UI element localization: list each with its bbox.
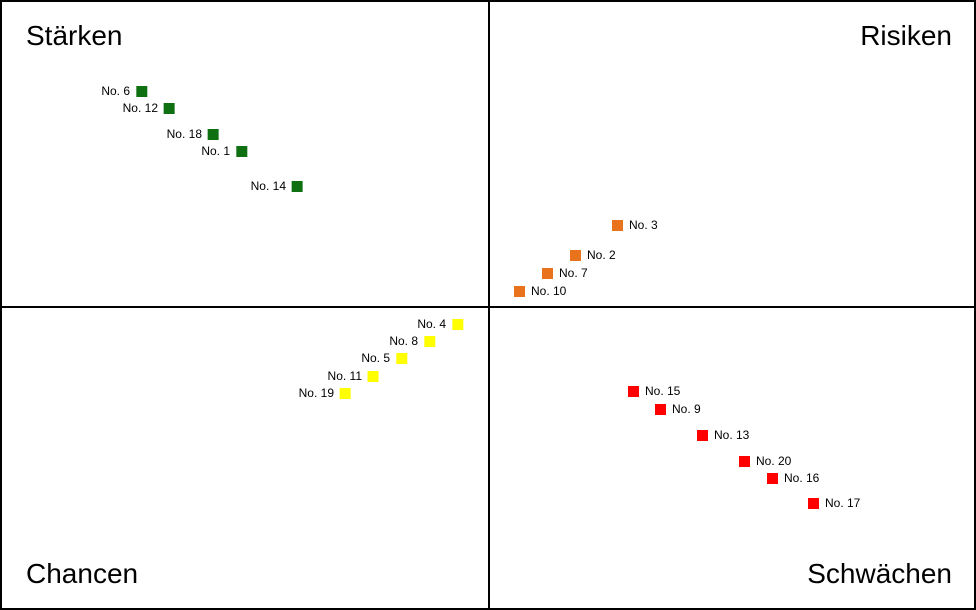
vertical-axis-divider xyxy=(488,2,490,608)
data-point-label: No. 11 xyxy=(327,369,362,383)
data-point[interactable]: No. 13 xyxy=(697,429,749,441)
data-point-marker-icon xyxy=(292,180,303,192)
data-point[interactable]: No. 18 xyxy=(167,128,219,140)
data-point-marker-icon xyxy=(570,249,581,261)
data-point-marker-icon xyxy=(655,403,666,415)
data-point-marker-icon xyxy=(739,455,750,467)
data-point-label: No. 1 xyxy=(201,144,230,158)
data-point-marker-icon xyxy=(452,318,463,330)
data-point-marker-icon xyxy=(697,429,708,441)
data-point-label: No. 3 xyxy=(629,218,658,232)
data-point-marker-icon xyxy=(767,472,778,484)
data-point-marker-icon xyxy=(164,102,175,114)
data-point[interactable]: No. 4 xyxy=(417,318,463,330)
data-point[interactable]: No. 15 xyxy=(628,385,680,397)
quadrant-label-chancen: Chancen xyxy=(26,558,139,589)
data-point-label: No. 20 xyxy=(756,454,792,468)
data-point-marker-icon xyxy=(514,285,525,297)
data-point[interactable]: No. 8 xyxy=(389,335,435,347)
data-point[interactable]: No. 10 xyxy=(514,285,566,297)
data-point-marker-icon xyxy=(542,267,553,279)
horizontal-axis-divider xyxy=(2,306,974,308)
data-point-label: No. 7 xyxy=(559,266,588,280)
data-point-label: No. 17 xyxy=(825,496,861,510)
quadrant-label-risiken: Risiken xyxy=(860,20,952,51)
data-point-marker-icon xyxy=(396,352,407,364)
data-point[interactable]: No. 14 xyxy=(251,180,303,192)
data-point-marker-icon xyxy=(340,387,351,399)
data-point[interactable]: No. 12 xyxy=(123,102,175,114)
data-point[interactable]: No. 1 xyxy=(201,145,247,157)
data-point-label: No. 9 xyxy=(672,402,701,416)
data-point-label: No. 5 xyxy=(361,351,390,365)
quadrant-label-staerken: Stärken xyxy=(26,20,123,51)
data-point-label: No. 2 xyxy=(587,248,616,262)
data-point-label: No. 12 xyxy=(122,101,158,115)
data-point-marker-icon xyxy=(208,128,219,140)
data-point[interactable]: No. 9 xyxy=(655,403,701,415)
data-point-marker-icon xyxy=(424,335,435,347)
data-point-label: No. 8 xyxy=(389,334,418,348)
data-point[interactable]: No. 2 xyxy=(570,249,616,261)
data-point[interactable]: No. 17 xyxy=(808,497,860,509)
data-point[interactable]: No. 16 xyxy=(767,472,819,484)
data-point-marker-icon xyxy=(628,385,639,397)
data-point-marker-icon xyxy=(136,85,147,97)
data-point[interactable]: No. 3 xyxy=(612,219,658,231)
data-point-marker-icon xyxy=(612,219,623,231)
data-point-label: No. 14 xyxy=(250,179,286,193)
data-point[interactable]: No. 19 xyxy=(299,387,351,399)
data-point-label: No. 15 xyxy=(645,384,681,398)
data-point[interactable]: No. 11 xyxy=(328,370,379,382)
data-point-label: No. 16 xyxy=(784,471,820,485)
data-point-label: No. 4 xyxy=(417,317,446,331)
data-point[interactable]: No. 5 xyxy=(361,352,407,364)
data-point-label: No. 19 xyxy=(298,386,334,400)
data-point[interactable]: No. 7 xyxy=(542,267,588,279)
data-point-marker-icon xyxy=(808,497,819,509)
data-point[interactable]: No. 20 xyxy=(739,455,791,467)
data-point-label: No. 13 xyxy=(714,428,750,442)
data-point-label: No. 18 xyxy=(166,127,202,141)
data-point-marker-icon xyxy=(368,370,379,382)
data-point-marker-icon xyxy=(236,145,247,157)
data-point-label: No. 6 xyxy=(101,84,130,98)
quadrant-label-schwaechen: Schwächen xyxy=(807,558,952,589)
data-point-label: No. 10 xyxy=(531,284,567,298)
data-point[interactable]: No. 6 xyxy=(101,85,147,97)
